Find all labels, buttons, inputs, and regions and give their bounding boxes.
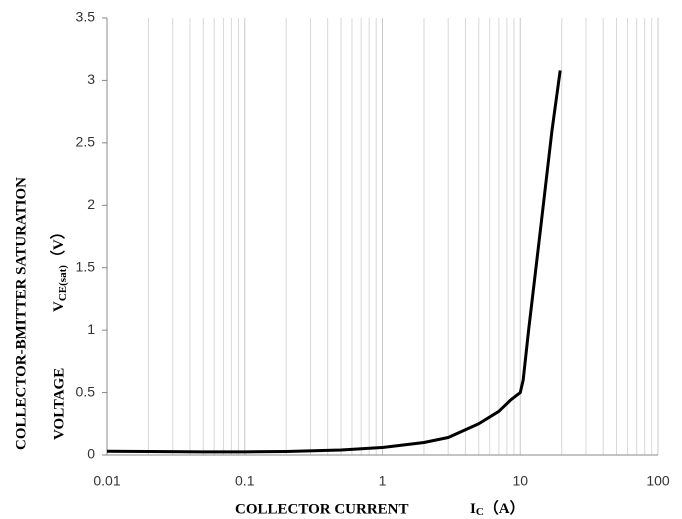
y-axis-label-2: VOLTAGE [51, 368, 67, 440]
y-symbol: V [51, 301, 67, 312]
y-symbol-sub: CE(sat) [57, 265, 69, 301]
y-tick-label: 2.5 [76, 134, 96, 150]
y-tick-label: 0.5 [76, 383, 96, 399]
x-symbol-sub: C [476, 506, 484, 518]
y-axis-label: COLLECTOR-BMITTER SATURATION [13, 177, 29, 450]
y-tick-label: 1.5 [76, 258, 96, 274]
y-tick-label: 3.5 [76, 9, 96, 25]
x-symbol: I [470, 501, 476, 517]
y-tick-label: 0 [87, 446, 95, 462]
x-axis-symbol: IC（A） [470, 499, 525, 517]
y-tick-label: 3 [87, 71, 95, 87]
y-unit: （V） [49, 224, 67, 265]
x-tick-label: 10 [512, 473, 528, 489]
y-tick-label: 1 [87, 321, 95, 337]
y-tick-label: 2 [87, 196, 95, 212]
x-tick-label: 0.01 [93, 473, 120, 489]
x-tick-label: 1 [379, 473, 387, 489]
x-axis-label: COLLECTOR CURRENT [235, 501, 409, 517]
x-tick-label: 100 [646, 473, 670, 489]
line [106, 70, 562, 454]
x-unit: （A） [484, 499, 525, 517]
x-tick-label: 0.1 [235, 473, 255, 489]
y-axis-symbol: VCE(sat)（V） [49, 224, 68, 312]
